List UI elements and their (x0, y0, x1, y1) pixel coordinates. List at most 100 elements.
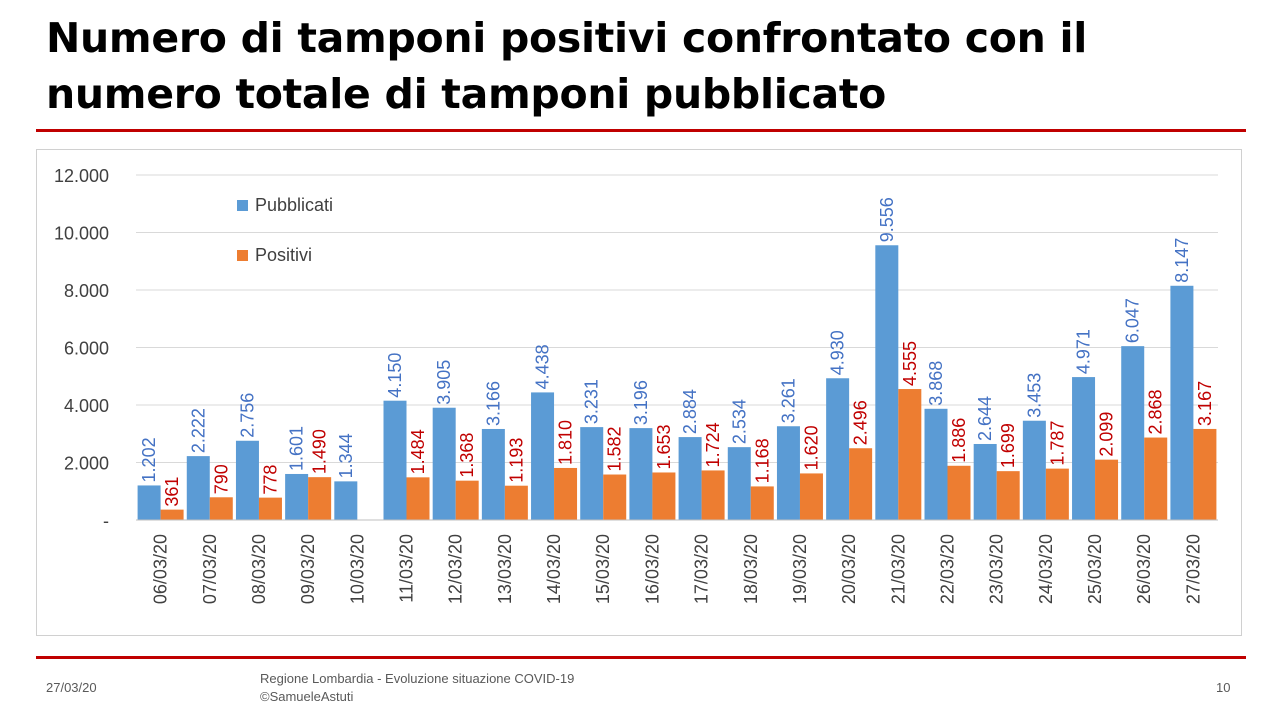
x-tick-label: 07/03/20 (200, 534, 220, 604)
y-tick-label: - (103, 511, 109, 531)
x-tick-label: 08/03/20 (249, 534, 269, 604)
bar-pubblicati (580, 427, 604, 520)
bar-positivi (652, 472, 676, 520)
bar-positivi (603, 474, 627, 520)
data-label-positivi: 361 (162, 477, 182, 507)
data-label-positivi: 1.168 (752, 438, 772, 483)
y-tick-label: 8.000 (64, 281, 109, 301)
bar-positivi (898, 389, 922, 520)
bar-pubblicati (285, 473, 309, 520)
data-label-positivi: 1.484 (408, 429, 428, 474)
data-label-pubblicati: 3.905 (434, 360, 454, 405)
data-label-positivi: 1.620 (801, 425, 821, 470)
bar-positivi (455, 480, 479, 520)
data-label-positivi: 1.810 (556, 420, 576, 465)
bar-pubblicati (776, 426, 800, 520)
x-tick-label: 22/03/20 (938, 534, 958, 604)
data-label-positivi: 4.555 (900, 341, 920, 386)
data-label-pubblicati: 2.534 (729, 399, 749, 444)
bar-pubblicati (186, 456, 210, 520)
data-label-pubblicati: 3.196 (631, 380, 651, 425)
bar-positivi (1193, 428, 1217, 520)
x-tick-label: 10/03/20 (347, 534, 367, 604)
bar-positivi (1095, 459, 1119, 520)
data-label-positivi: 1.787 (1047, 421, 1067, 466)
legend-swatch-positivi (237, 250, 248, 261)
slide-title-line-2: numero totale di tamponi pubblicato (46, 70, 887, 118)
bar-positivi (996, 471, 1020, 520)
data-label-pubblicati: 3.231 (582, 379, 602, 424)
title-divider (36, 129, 1246, 132)
bar-pubblicati (383, 400, 407, 520)
data-label-positivi: 1.699 (998, 423, 1018, 468)
bar-positivi (1144, 437, 1168, 520)
data-label-pubblicati: 4.438 (533, 344, 553, 389)
x-tick-label: 18/03/20 (741, 534, 761, 604)
x-tick-label: 27/03/20 (1183, 534, 1203, 604)
bar-positivi (849, 448, 873, 520)
data-label-positivi: 1.193 (506, 438, 526, 483)
bar-positivi (799, 473, 823, 520)
x-tick-label: 23/03/20 (987, 534, 1007, 604)
bar-pubblicati (875, 245, 899, 520)
bar-positivi (258, 497, 282, 520)
x-tick-label: 21/03/20 (888, 534, 908, 604)
data-label-positivi: 1.886 (949, 418, 969, 463)
data-label-pubblicati: 3.166 (483, 381, 503, 426)
x-tick-label: 12/03/20 (446, 534, 466, 604)
y-tick-label: 10.000 (54, 224, 109, 244)
data-label-pubblicati: 6.047 (1123, 298, 1143, 343)
slide-title-line-1: Numero di tamponi positivi confrontato c… (46, 14, 1087, 62)
bar-pubblicati (678, 437, 702, 520)
bar-pubblicati (629, 428, 653, 520)
x-tick-label: 19/03/20 (790, 534, 810, 604)
data-label-positivi: 3.167 (1195, 381, 1215, 426)
bar-pubblicati (1170, 285, 1194, 520)
data-label-positivi: 790 (211, 464, 231, 494)
data-label-pubblicati: 4.971 (1074, 329, 1094, 374)
footer-divider (36, 656, 1246, 659)
data-label-positivi: 778 (260, 465, 280, 495)
bar-pubblicati (235, 440, 259, 520)
bar-pubblicati (727, 447, 751, 520)
x-tick-label: 13/03/20 (495, 534, 515, 604)
data-label-pubblicati: 2.644 (975, 396, 995, 441)
legend-swatch-pubblicati (237, 200, 248, 211)
data-label-pubblicati: 8.147 (1172, 238, 1192, 283)
data-label-pubblicati: 2.756 (237, 393, 257, 438)
data-label-pubblicati: 9.556 (877, 197, 897, 242)
data-label-pubblicati: 2.884 (680, 389, 700, 434)
x-tick-label: 24/03/20 (1036, 534, 1056, 604)
chart-frame: - 2.000 4.000 6.000 8.000 10.000 12.000 1.202 36… (36, 149, 1242, 636)
bar-positivi (209, 497, 233, 520)
legend-label-pubblicati: Pubblicati (255, 195, 333, 215)
bar-pubblicati (924, 408, 948, 520)
x-tick-label: 14/03/20 (544, 534, 564, 604)
x-tick-label: 15/03/20 (593, 534, 613, 604)
x-tick-label: 16/03/20 (642, 534, 662, 604)
bar-pubblicati (481, 428, 505, 520)
bar-positivi (554, 467, 578, 520)
data-label-positivi: 2.496 (851, 400, 871, 445)
x-tick-label: 11/03/20 (397, 534, 417, 603)
x-tick-label: 20/03/20 (839, 534, 859, 604)
page-number: 10 (1216, 680, 1231, 695)
bar-positivi (504, 485, 528, 520)
data-label-positivi: 1.582 (605, 426, 625, 471)
data-label-positivi: 2.868 (1146, 389, 1166, 434)
data-label-positivi: 1.653 (654, 424, 674, 469)
data-label-positivi: 2.099 (1097, 412, 1117, 457)
y-tick-label: 6.000 (64, 339, 109, 359)
data-label-pubblicati: 4.930 (828, 330, 848, 375)
data-label-pubblicati: 1.601 (287, 426, 307, 471)
data-label-pubblicati: 1.344 (336, 433, 356, 478)
data-label-positivi: 1.368 (457, 433, 477, 478)
y-tick-label: 12.000 (54, 166, 109, 186)
data-label-pubblicati: 1.202 (139, 437, 159, 482)
data-label-pubblicati: 2.222 (188, 408, 208, 453)
data-label-positivi: 1.490 (310, 429, 330, 474)
slide-title: Numero di tamponi positivi confrontato c… (46, 10, 1226, 122)
data-label-pubblicati: 3.453 (1024, 373, 1044, 418)
data-label-positivi: 1.724 (703, 422, 723, 467)
footer-date: 27/03/20 (46, 680, 97, 695)
